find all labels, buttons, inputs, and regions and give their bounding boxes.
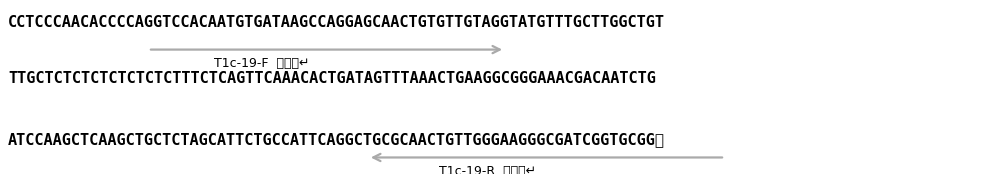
Text: T1c-19-R  农业部↵: T1c-19-R 农业部↵ bbox=[439, 165, 537, 174]
Text: ATCCAAGCTCAAGCTGCTCTAGCATTCTGCCATTCAGGCTGCGCAACTGTTGGGAAGGGCGATCGGTGCGG‧: ATCCAAGCTCAAGCTGCTCTAGCATTCTGCCATTCAGGCT… bbox=[8, 132, 665, 147]
Text: T1c-19-F  农业部↵: T1c-19-F 农业部↵ bbox=[214, 57, 310, 70]
Text: TTGCTCTCTCTCTCTCTCTTTCTCAGTTCAAACACTGATAGTTTAAACTGAAGGCGGGAAACGACAATCTG: TTGCTCTCTCTCTCTCTCTTTCTCAGTTCAAACACTGATA… bbox=[8, 71, 656, 86]
Text: CCTCCCAACACCCCAGGTCCACAATGTGATAAGCCAGGAGCAACTGTGTTGTAGGTATGTTTGCTTGGCTGT: CCTCCCAACACCCCAGGTCCACAATGTGATAAGCCAGGAG… bbox=[8, 15, 665, 30]
